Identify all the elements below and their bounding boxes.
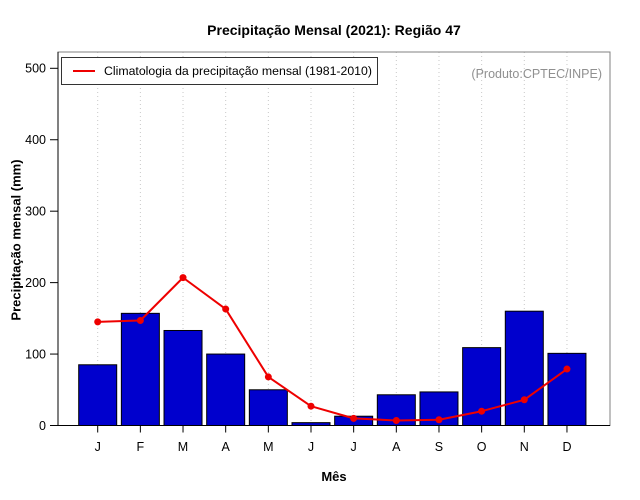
- climatology-line: [97, 276, 568, 422]
- x-tick-label: A: [222, 440, 231, 454]
- y-tick-label: 500: [25, 62, 46, 76]
- x-tick-label: M: [263, 440, 273, 454]
- x-tick-label: S: [435, 440, 443, 454]
- product-annotation: (Produto:CPTEC/INPE): [471, 67, 602, 81]
- legend: Climatologia da precipitação mensal (198…: [61, 57, 378, 85]
- climatology-point: [563, 365, 571, 373]
- y-tick-label: 100: [25, 347, 46, 361]
- y-tick-label: 0: [39, 419, 46, 433]
- x-tick-label: D: [562, 440, 571, 454]
- climatology-line-swatch: [73, 70, 95, 72]
- y-tick-label: 400: [25, 133, 46, 147]
- x-tick-label: O: [477, 440, 487, 454]
- x-tick-label: A: [392, 440, 401, 454]
- bar-J1: [78, 364, 118, 426]
- x-tick-label: M: [178, 440, 188, 454]
- x-tick-label: F: [137, 440, 145, 454]
- bar-M5: [248, 389, 288, 426]
- y-tick-label: 200: [25, 276, 46, 290]
- climatology-point: [478, 407, 486, 415]
- climatology-point: [435, 416, 443, 424]
- x-tick-label: J: [95, 440, 101, 454]
- climatology-point: [264, 373, 272, 381]
- bar-A4: [206, 353, 246, 426]
- x-tick-label: J: [351, 440, 357, 454]
- climatology-point: [179, 274, 187, 282]
- bar-M3: [163, 329, 203, 426]
- climatology-point: [350, 414, 358, 422]
- climatology-point: [520, 396, 528, 404]
- climatology-point: [136, 316, 144, 324]
- climatology-point: [307, 402, 315, 410]
- climatology-point: [222, 305, 230, 313]
- y-tick-label: 300: [25, 204, 46, 218]
- climatology-point: [392, 416, 400, 424]
- x-tick-label: J: [308, 440, 314, 454]
- legend-label: Climatologia da precipitação mensal (198…: [104, 64, 372, 78]
- bar-N11: [504, 310, 544, 427]
- x-axis-label: Mês: [321, 469, 347, 484]
- x-tick-label: N: [520, 440, 529, 454]
- page-title: Precipitação Mensal (2021): Região 47: [207, 22, 461, 38]
- bar-F2: [120, 312, 160, 426]
- bar-D12: [547, 352, 587, 427]
- climatology-point: [94, 318, 102, 326]
